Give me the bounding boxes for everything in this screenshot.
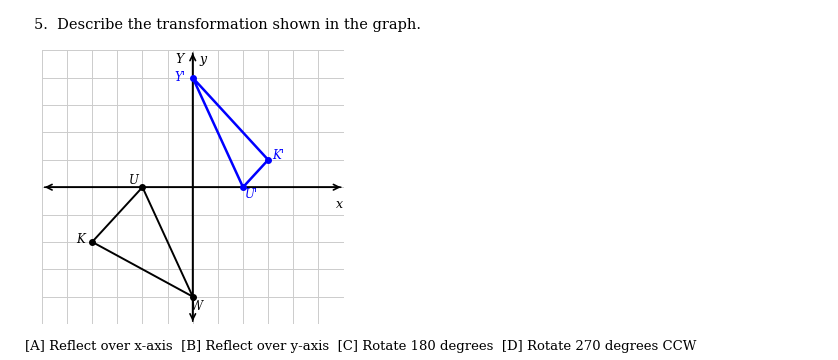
Text: W: W	[190, 300, 203, 313]
Text: U': U'	[246, 188, 258, 201]
Text: K': K'	[272, 149, 284, 162]
Text: y: y	[199, 53, 206, 66]
Text: [A] Reflect over x-axis  [B] Reflect over y-axis  [C] Rotate 180 degrees  [D] Ro: [A] Reflect over x-axis [B] Reflect over…	[25, 340, 696, 353]
Text: K: K	[76, 233, 85, 246]
Text: Y': Y'	[174, 71, 186, 84]
Text: Y: Y	[176, 53, 184, 66]
Text: 5.  Describe the transformation shown in the graph.: 5. Describe the transformation shown in …	[34, 18, 421, 32]
Text: U: U	[129, 174, 138, 187]
Text: x: x	[336, 198, 344, 211]
